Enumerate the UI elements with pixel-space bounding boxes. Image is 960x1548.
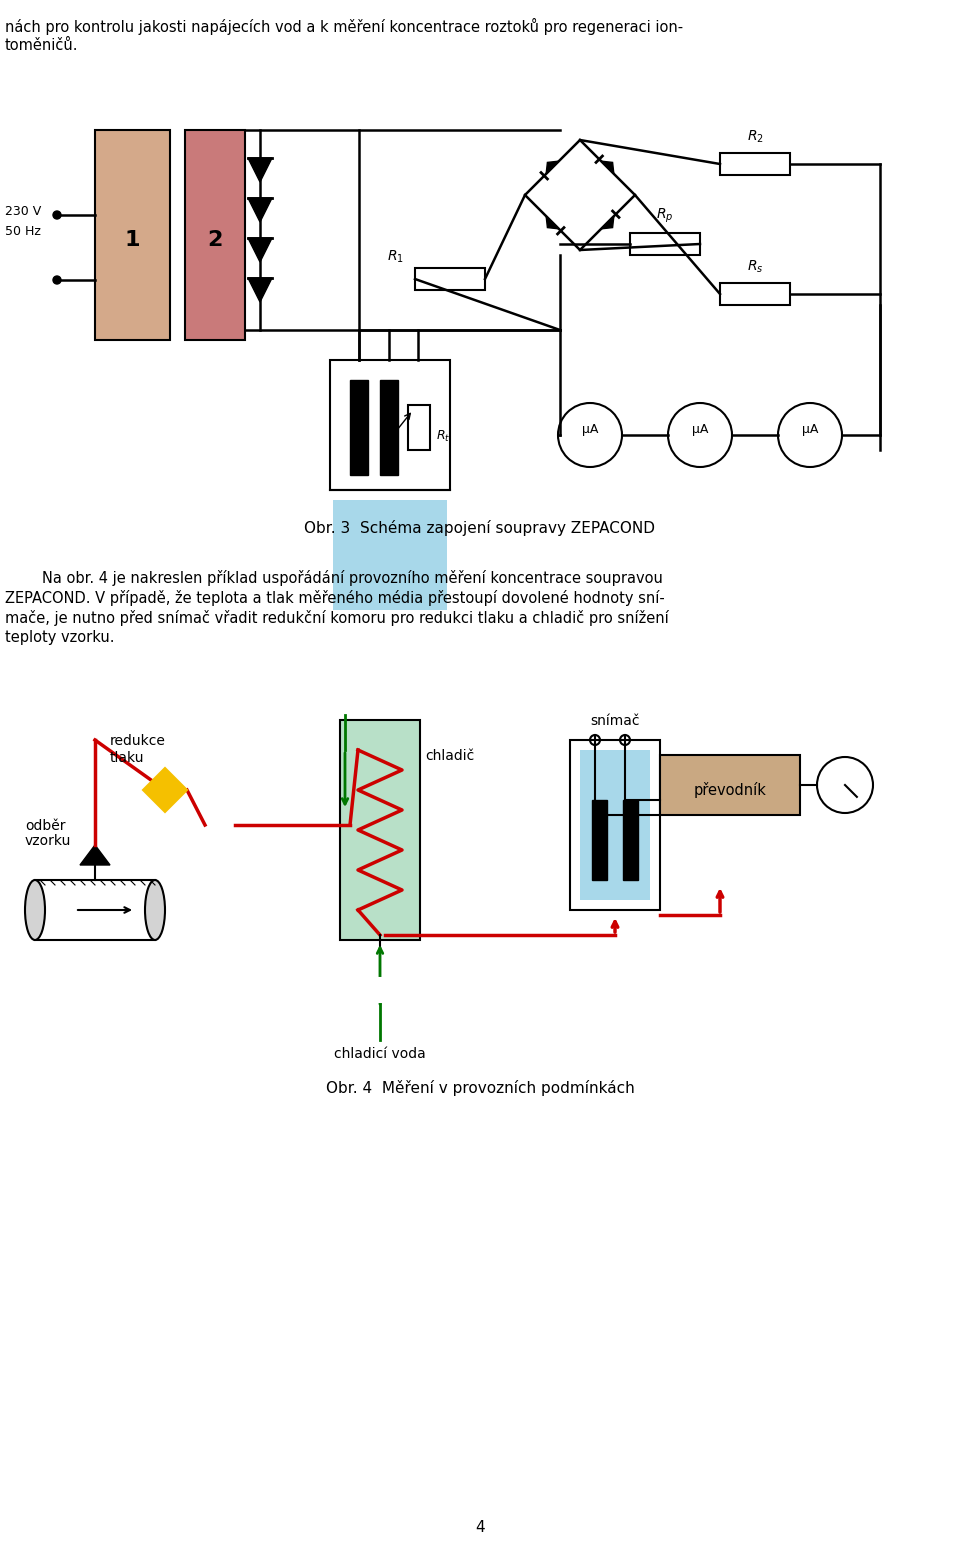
FancyBboxPatch shape [95, 130, 170, 341]
Text: $R_2$: $R_2$ [747, 128, 763, 146]
Text: 1: 1 [124, 231, 140, 249]
Bar [570, 740, 660, 910]
Polygon shape [546, 217, 559, 229]
Bar [592, 800, 607, 879]
Bar [340, 720, 420, 940]
Text: chladič: chladič [425, 749, 474, 763]
Text: 2: 2 [207, 231, 223, 249]
Polygon shape [208, 813, 232, 837]
Text: μA: μA [582, 424, 598, 437]
Polygon shape [546, 161, 559, 173]
Text: Obr. 4  Měření v provozních podmínkách: Obr. 4 Měření v provozních podmínkách [325, 1081, 635, 1096]
Polygon shape [248, 279, 272, 302]
Polygon shape [208, 813, 232, 837]
Text: $R_s$: $R_s$ [747, 259, 763, 276]
Text: $R_p$: $R_p$ [657, 207, 674, 224]
Text: 50 Hz: 50 Hz [5, 224, 41, 238]
Polygon shape [248, 158, 272, 183]
Text: odběr: odběr [25, 819, 65, 833]
Text: nách pro kontrolu jakosti napájecích vod a k měření koncentrace roztoků pro rege: nách pro kontrolu jakosti napájecích vod… [5, 19, 684, 36]
Polygon shape [143, 768, 187, 813]
Text: ZEPACOND. V případě, že teplota a tlak měřeného média přestoupí dovolené hodnoty: ZEPACOND. V případě, že teplota a tlak m… [5, 590, 664, 605]
Text: chladicí voda: chladicí voda [334, 1046, 426, 1060]
Polygon shape [80, 845, 110, 865]
Text: Na obr. 4 je nakreslen příklad uspořádání provozního měření koncentrace soupravo: Na obr. 4 je nakreslen příklad uspořádán… [5, 570, 662, 587]
Text: převodník: převodník [693, 782, 766, 799]
Polygon shape [368, 978, 392, 1002]
Circle shape [53, 211, 61, 218]
Bar [623, 800, 638, 879]
Polygon shape [601, 161, 613, 173]
Bar [350, 379, 368, 475]
Bar [408, 406, 430, 450]
Bar [630, 234, 700, 255]
Text: teploty vzorku.: teploty vzorku. [5, 630, 114, 646]
Text: $R_1$: $R_1$ [387, 249, 403, 265]
Text: toměničů.: toměničů. [5, 39, 79, 53]
FancyBboxPatch shape [333, 500, 447, 610]
Text: Obr. 3  Schéma zapojení soupravy ZEPACOND: Obr. 3 Schéma zapojení soupravy ZEPACOND [304, 520, 656, 536]
Text: snímač: snímač [590, 714, 639, 728]
Text: μA: μA [802, 424, 818, 437]
Text: tlaku: tlaku [110, 751, 145, 765]
Circle shape [53, 276, 61, 283]
FancyBboxPatch shape [185, 130, 245, 341]
Polygon shape [601, 217, 613, 229]
Polygon shape [35, 879, 155, 940]
Text: 230 V: 230 V [5, 204, 41, 218]
Polygon shape [248, 198, 272, 221]
Polygon shape [368, 978, 392, 1002]
Bar [380, 379, 398, 475]
Text: 4: 4 [475, 1520, 485, 1536]
Polygon shape [248, 238, 272, 262]
Bar [580, 749, 650, 899]
Bar [720, 153, 790, 175]
Text: $R_t$: $R_t$ [436, 429, 450, 444]
Text: mače, je nutno před snímač vřadit redukční komoru pro redukci tlaku a chladič pr: mače, je nutno před snímač vřadit redukč… [5, 610, 669, 625]
Bar [660, 755, 800, 814]
Text: μA: μA [692, 424, 708, 437]
Ellipse shape [145, 879, 165, 940]
Ellipse shape [25, 879, 45, 940]
Text: vzorku: vzorku [25, 834, 71, 848]
Bar [415, 268, 485, 289]
Text: redukce: redukce [110, 734, 166, 748]
Bar [720, 283, 790, 305]
